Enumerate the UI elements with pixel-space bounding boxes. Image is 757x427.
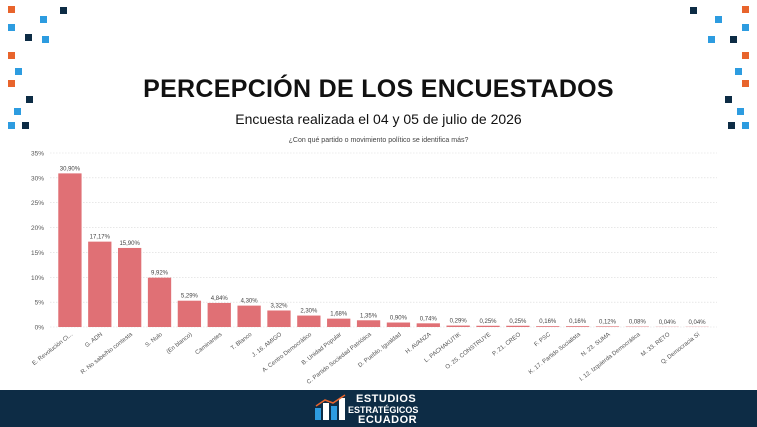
x-tick-label: R. No sabe/No contesta bbox=[80, 331, 134, 375]
bar bbox=[267, 310, 291, 327]
y-tick-label: 20% bbox=[31, 225, 44, 232]
data-label: 4,84% bbox=[211, 296, 229, 302]
y-tick-label: 30% bbox=[31, 175, 44, 182]
decor-square bbox=[40, 16, 47, 23]
x-tick-label: I. 12. Izquierda Democrática bbox=[579, 331, 642, 382]
data-label: 0,12% bbox=[599, 319, 617, 325]
data-label: 30,90% bbox=[60, 166, 81, 172]
data-label: 9,92% bbox=[151, 271, 169, 277]
data-label: 0,16% bbox=[569, 319, 587, 325]
bar bbox=[297, 315, 321, 327]
data-label: 1,68% bbox=[330, 312, 348, 318]
x-tick-label: T. Blanco bbox=[230, 331, 254, 351]
decor-square bbox=[8, 6, 15, 13]
data-label: 15,90% bbox=[119, 241, 140, 247]
decor-square bbox=[730, 36, 737, 43]
bar bbox=[147, 277, 172, 327]
bar bbox=[595, 326, 620, 327]
decor-square bbox=[735, 68, 742, 75]
data-label: 17,17% bbox=[90, 235, 111, 241]
bar bbox=[565, 326, 590, 327]
decor-square bbox=[26, 96, 33, 103]
x-tick-label: G. ADN bbox=[84, 332, 104, 349]
y-tick-label: 25% bbox=[31, 200, 44, 207]
x-tick-label: S. Nulo bbox=[145, 331, 165, 348]
bar bbox=[177, 300, 202, 327]
decor-square bbox=[42, 36, 49, 43]
data-label: 0,04% bbox=[689, 320, 707, 326]
logo-line3: ECUADOR bbox=[358, 414, 418, 426]
y-tick-label: 0% bbox=[35, 325, 45, 332]
decor-square bbox=[8, 122, 15, 129]
bar bbox=[118, 247, 142, 327]
decor-square bbox=[8, 52, 15, 59]
logo-bars-icon bbox=[315, 394, 346, 420]
data-label: 0,25% bbox=[509, 319, 527, 325]
data-label: 0,29% bbox=[450, 319, 468, 325]
decor-square bbox=[8, 80, 15, 87]
bar bbox=[327, 318, 351, 327]
data-label: 1,35% bbox=[360, 313, 378, 319]
decor-square bbox=[690, 7, 697, 14]
x-tick-label: M. 33. RETO bbox=[640, 332, 671, 358]
x-tick-label: F. PSC bbox=[534, 331, 553, 348]
decor-square bbox=[737, 108, 744, 115]
y-tick-label: 15% bbox=[31, 250, 44, 257]
decor-square bbox=[715, 16, 722, 23]
x-tick-label: (En blanco) bbox=[166, 332, 194, 356]
bar bbox=[476, 325, 500, 327]
x-tick-label: E. Revolución Ci... bbox=[32, 332, 75, 367]
bar bbox=[536, 326, 560, 327]
decor-square bbox=[742, 24, 749, 31]
decor-square bbox=[742, 122, 749, 129]
bar bbox=[416, 323, 440, 327]
data-label: 0,25% bbox=[480, 319, 498, 325]
data-label: 0,74% bbox=[420, 316, 438, 322]
data-label: 0,08% bbox=[629, 320, 647, 326]
decor-square bbox=[742, 52, 749, 59]
data-label: 2,30% bbox=[300, 309, 318, 315]
decor-square bbox=[14, 108, 21, 115]
x-tick-label: Caminantes bbox=[195, 332, 224, 356]
decor-square bbox=[8, 24, 15, 31]
y-tick-label: 35% bbox=[31, 151, 44, 158]
decor-square bbox=[742, 6, 749, 13]
bar bbox=[386, 322, 411, 327]
decor-square bbox=[725, 96, 732, 103]
decor-square bbox=[708, 36, 715, 43]
bar bbox=[506, 325, 530, 327]
x-tick-label: K. 17. Partido Socialista bbox=[528, 331, 582, 375]
bar bbox=[88, 241, 112, 327]
logo-line2: ESTRATÉGICOS bbox=[348, 405, 419, 415]
page-subtitle: Encuesta realizada el 04 y 05 de julio d… bbox=[235, 111, 522, 127]
y-tick-label: 5% bbox=[35, 300, 45, 307]
data-label: 3,32% bbox=[270, 303, 288, 309]
data-label: 0,16% bbox=[539, 319, 557, 325]
decor-square bbox=[25, 34, 32, 41]
x-tick-label: N. 23. SUMA bbox=[580, 332, 611, 358]
data-label: 4,30% bbox=[241, 299, 259, 305]
y-tick-label: 10% bbox=[31, 275, 44, 282]
bar bbox=[207, 302, 231, 327]
bar-chart: 0% 5% 10% 15% 20% 25% 30% 35% 30,90% E. Revolució… bbox=[31, 151, 717, 386]
x-tick-label: A. Centro Democrático bbox=[262, 331, 314, 373]
page-title: PERCEPCIÓN DE LOS ENCUESTADOS bbox=[143, 75, 614, 103]
bar bbox=[446, 325, 470, 327]
decor-square bbox=[742, 80, 749, 87]
data-label: 5,29% bbox=[181, 294, 199, 300]
bar bbox=[58, 173, 82, 327]
data-label: 0,90% bbox=[390, 316, 408, 322]
footer-bar: ESTUDIOS ESTRATÉGICOS ECUADOR bbox=[0, 390, 757, 427]
decor-square bbox=[22, 122, 29, 129]
x-tick-label: P. 21. CREO bbox=[492, 332, 523, 358]
data-label: 0,04% bbox=[659, 320, 677, 326]
bar bbox=[356, 320, 381, 327]
chart-question: ¿Con qué partido o movimiento político s… bbox=[288, 137, 469, 144]
bar bbox=[237, 305, 261, 327]
decor-square bbox=[15, 68, 22, 75]
x-tick-label: H. AVANZA bbox=[405, 332, 433, 355]
decor-square bbox=[60, 7, 67, 14]
decor-square bbox=[728, 122, 735, 129]
logo-line1: ESTUDIOS bbox=[356, 393, 417, 405]
